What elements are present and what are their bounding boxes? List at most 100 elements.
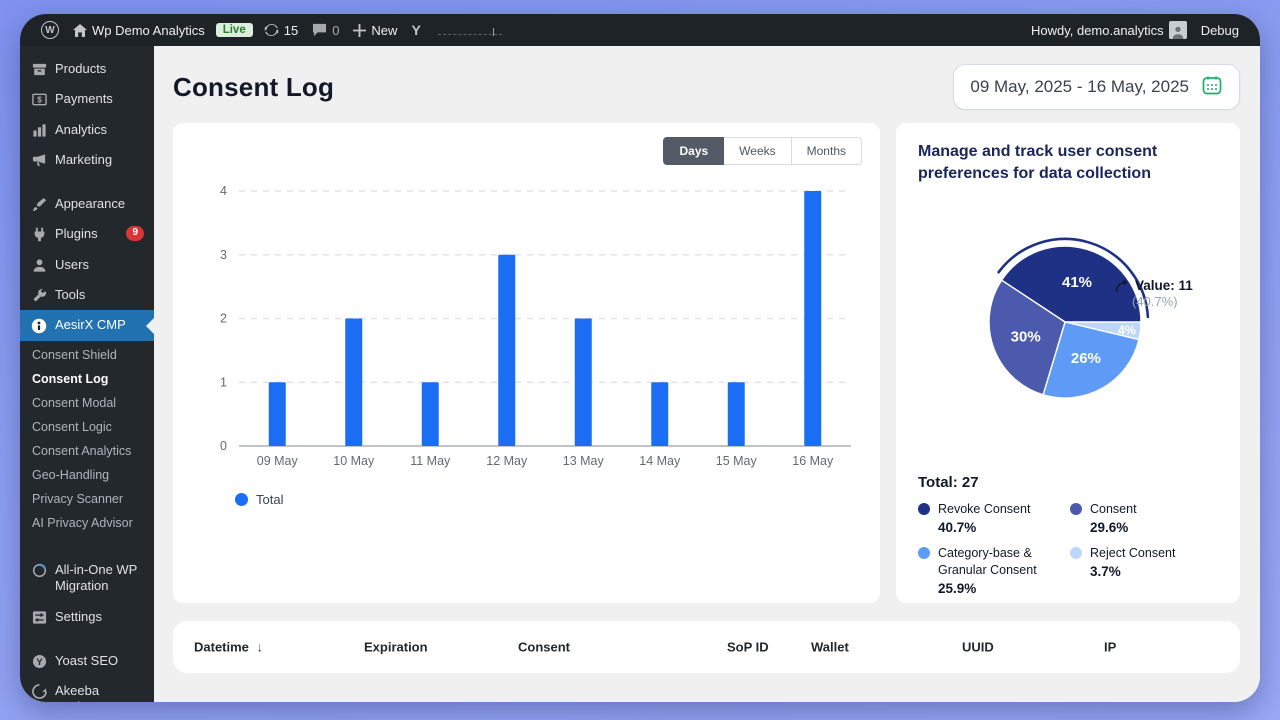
sidebar-subitem-consent-modal[interactable]: Consent Modal <box>32 396 117 410</box>
bar-10-may[interactable] <box>345 318 363 447</box>
tab-months[interactable]: Months <box>791 137 862 165</box>
sidebar-subitem-consent-log[interactable]: Consent Log <box>32 372 109 386</box>
sidebar: Products $ Payments Analytics Marketing Appea… <box>20 46 154 702</box>
svg-text:Y: Y <box>36 657 43 667</box>
column-header-consent[interactable]: Consent <box>518 639 570 655</box>
updates-button[interactable]: 15 <box>257 14 305 46</box>
menu-separator <box>20 541 154 555</box>
products-icon <box>31 62 47 77</box>
sidebar-item-payments[interactable]: $ Payments <box>20 84 154 114</box>
bar-chart-legend[interactable]: Total <box>235 492 862 507</box>
column-header-uuid[interactable]: UUID <box>962 639 994 655</box>
sidebar-subitem-privacy-scanner[interactable]: Privacy Scanner <box>32 492 124 506</box>
updates-count: 15 <box>283 22 299 38</box>
bar-11-may[interactable] <box>421 382 439 446</box>
menu-separator <box>20 632 154 646</box>
pie-total: Total: 27 <box>918 474 979 492</box>
svg-text:41%: 41% <box>1062 274 1092 291</box>
pie-legend-item-reject-consent[interactable]: Reject Consent 3.7% <box>1070 545 1218 596</box>
sidebar-item-label: All-in-One WP Migration <box>55 562 138 594</box>
sidebar-item-label: Settings <box>55 608 102 624</box>
legend-percent: 40.7% <box>938 520 977 536</box>
sidebar-item-all-in-one-wp-migration[interactable]: All-in-One WP Migration <box>20 555 154 602</box>
payments-icon: $ <box>31 92 47 107</box>
bar-12-may[interactable] <box>498 254 516 446</box>
sidebar-item-yoast-seo[interactable]: Y Yoast SEO <box>20 646 154 676</box>
pie-legend-item-consent[interactable]: Consent 29.6% <box>1070 501 1218 535</box>
pie-highlight-arc <box>997 237 1150 319</box>
column-header-ip[interactable]: IP <box>1104 639 1117 655</box>
pie-card-title: Manage and track user consent preference… <box>918 143 1158 182</box>
legend-label: Category-base & Granular Consent <box>938 546 1037 577</box>
svg-text:11 May: 11 May <box>410 454 451 468</box>
bar-chart: 0 1 2 3 4 09 May 10 May 11 May 12 May 13 May 14 Ma… <box>191 169 862 486</box>
pie-chart: 41% 4% 26% 30% <box>918 218 1218 416</box>
svg-text:12 May: 12 May <box>486 454 528 468</box>
analytics-icon <box>31 123 47 138</box>
svg-text:10 May: 10 May <box>333 454 375 468</box>
account-menu[interactable]: Howdy, demo.analytics <box>1024 14 1194 46</box>
sidebar-item-products[interactable]: Products <box>20 54 154 84</box>
legend-dot <box>1070 547 1082 560</box>
legend-dot <box>918 503 930 516</box>
new-content-button[interactable]: New <box>346 14 404 46</box>
appearance-icon <box>31 197 47 212</box>
site-name: Wp Demo Analytics <box>92 22 205 38</box>
column-header-sop-id[interactable]: SoP ID <box>727 639 769 655</box>
comments-button[interactable]: 0 <box>305 14 346 46</box>
column-header-expiration[interactable]: Expiration <box>364 639 428 655</box>
pie-tooltip: Value: 11 (40.7%) <box>1114 244 1193 309</box>
yoast-menu-button[interactable]: Y <box>404 14 427 46</box>
sidebar-item-tools[interactable]: Tools <box>20 280 154 310</box>
legend-dot <box>1070 503 1082 516</box>
bar-14-may[interactable] <box>651 382 669 446</box>
legend-label: Reject Consent <box>1090 546 1176 561</box>
total-legend-label: Total <box>256 492 284 507</box>
svg-text:1: 1 <box>220 375 227 389</box>
sidebar-item-aesirx-cmp[interactable]: AesirX CMP <box>20 310 154 341</box>
bar-09-may[interactable] <box>268 382 286 446</box>
live-badge: Live <box>215 23 253 37</box>
pie-slice-consent[interactable] <box>988 279 1066 396</box>
svg-text:14 May: 14 May <box>639 454 681 468</box>
sidebar-item-akeeba-backup[interactable]: Akeeba Backup <box>20 676 154 702</box>
tools-icon <box>31 288 47 303</box>
legend-label: Consent <box>1090 502 1137 517</box>
total-legend-dot <box>235 493 248 506</box>
pie-legend-item-revoke-consent[interactable]: Revoke Consent 40.7% <box>918 501 1064 535</box>
sidebar-item-appearance[interactable]: Appearance <box>20 189 154 219</box>
admin-bar: W Wp Demo Analytics Live 15 0 New <box>20 14 1260 46</box>
sidebar-item-users[interactable]: Users <box>20 250 154 280</box>
sidebar-item-plugins[interactable]: Plugins 9 <box>20 219 154 249</box>
sidebar-item-marketing[interactable]: Marketing <box>20 145 154 175</box>
pie-legend: Revoke Consent 40.7% Consent 29.6% Category-… <box>918 501 1218 596</box>
debug-menu-button[interactable]: Debug <box>1200 22 1239 38</box>
bar-15-may[interactable] <box>727 382 745 446</box>
column-header-wallet[interactable]: Wallet <box>811 639 849 655</box>
bar-16-may[interactable] <box>804 191 822 446</box>
pie-legend-item-category-base-granular-consent[interactable]: Category-base & Granular Consent 25.9% <box>918 545 1064 596</box>
sidebar-subitem-geo-handling[interactable]: Geo-Handling <box>32 468 110 482</box>
pie-slice-category-base-granular-consent[interactable] <box>1042 321 1140 399</box>
sidebar-item-analytics[interactable]: Analytics <box>20 115 154 145</box>
svg-text:15 May: 15 May <box>716 454 758 468</box>
sidebar-subitem-consent-shield[interactable]: Consent Shield <box>32 348 117 362</box>
sidebar-subitem-consent-analytics[interactable]: Consent Analytics <box>32 444 132 458</box>
date-range-picker[interactable]: 09 May, 2025 - 16 May, 2025 <box>953 64 1240 110</box>
tab-weeks[interactable]: Weeks <box>724 137 792 165</box>
yoast-icon: Y <box>31 654 47 669</box>
sidebar-item-label: Yoast SEO <box>55 652 119 668</box>
sidebar-subitem-ai-privacy-advisor[interactable]: AI Privacy Advisor <box>32 516 133 530</box>
pie-chart-area: Value: 11 (40.7%) 41% 4% 26% 30% <box>918 218 1218 470</box>
svg-text:0: 0 <box>220 439 227 453</box>
updates-icon <box>264 23 279 37</box>
column-header-datetime[interactable]: Datetime ↓ <box>194 639 264 655</box>
sidebar-subitem-consent-logic[interactable]: Consent Logic <box>32 420 112 434</box>
aesirx-icon <box>31 318 47 334</box>
tab-days[interactable]: Days <box>663 137 725 165</box>
site-link[interactable]: Wp Demo Analytics <box>66 14 212 46</box>
sidebar-item-settings[interactable]: Settings <box>20 602 154 632</box>
legend-percent: 3.7% <box>1090 563 1121 579</box>
bar-13-may[interactable] <box>574 318 592 447</box>
wordpress-menu-button[interactable]: W <box>34 14 66 46</box>
